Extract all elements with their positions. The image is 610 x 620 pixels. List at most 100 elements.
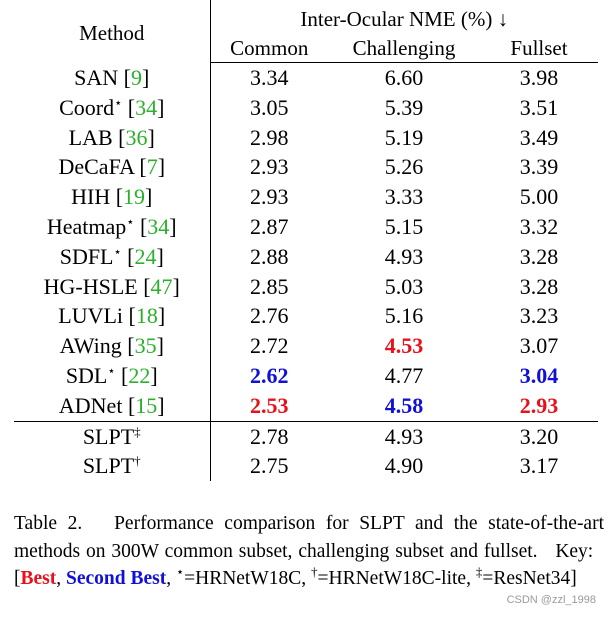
value-cell: 2.85 [210,272,328,302]
caption-second-best-label: Second Best [66,568,167,589]
citation-link[interactable]: 9 [131,64,142,90]
backbone-mark: ‡ [134,423,141,439]
citation-link[interactable]: 34 [147,213,170,239]
value-cell: 4.58 [328,391,480,421]
method-cell: AWing [35] [14,331,211,361]
nme-value: 2.72 [250,333,289,359]
nme-value: 3.07 [519,333,559,359]
nme-value: 3.17 [519,453,559,479]
nme-value: 2.98 [250,124,289,150]
method-cell: Heatmap⋆ [34] [14,211,211,242]
backbone-mark: ⋆ [107,362,116,378]
value-cell: 4.77 [328,361,480,391]
caption-ddagger-mark: ‡ [475,564,483,579]
citation-link[interactable]: 34 [135,94,158,120]
method-name: Coord [59,94,115,120]
nme-value: 3.28 [519,273,559,299]
method-cell: SDL⋆ [22] [14,360,211,391]
citation-link[interactable]: 7 [146,154,158,180]
nme-value: 3.32 [519,213,559,239]
nme-value: 3.51 [519,94,559,120]
value-cell: 5.16 [328,301,480,331]
value-cell: 5.39 [328,93,480,123]
citation-link[interactable]: 18 [135,303,158,329]
csdn-watermark: CSDN @zzl_1998 [506,594,596,606]
backbone-mark: † [134,453,141,469]
value-cell: 4.93 [328,242,480,272]
value-cell: 3.07 [480,331,598,361]
method-cell: Coord⋆ [34] [14,92,211,123]
value-cell: 3.17 [480,451,598,481]
table-row: LAB [36] 2.98 5.19 3.49 [14,122,598,153]
nme-value: 3.23 [519,303,559,329]
citation-link[interactable]: 36 [125,124,148,150]
caption-star-text: =HRNetW18C, [184,568,307,589]
value-cell: 3.28 [480,272,598,302]
nme-value: 5.26 [384,154,424,180]
results-table: Method Inter-Ocular NME (%) ↓ Common Cha… [14,0,598,482]
table-row: HIH [19] 2.93 3.33 5.00 [14,182,598,212]
nme-value: 2.85 [250,273,289,299]
method-cell: HG-HSLE [47] [14,271,211,302]
caption-dagger-text: =HRNetW18C-lite, [317,568,471,589]
nme-value: 5.03 [384,273,424,299]
method-cell: SLPT† [14,451,211,482]
value-cell: 3.34 [210,63,328,93]
value-cell: 3.23 [480,301,598,331]
nme-group-header: Inter-Ocular NME (%) ↓ [300,7,509,31]
nme-value: 5.19 [384,124,424,150]
nme-value: 4.90 [384,453,424,479]
method-name: AWing [59,333,122,359]
citation-link[interactable]: 24 [134,243,157,269]
method-name: HG-HSLE [43,273,138,299]
citation-link[interactable]: 15 [135,392,158,418]
value-cell: 2.93 [210,182,328,212]
value-cell: 3.32 [480,212,598,242]
caption-open-bracket: [ [14,568,21,589]
nme-value: 5.39 [384,94,424,120]
caption-comma-2: , [166,568,172,589]
backbone-mark: ⋆ [113,243,122,259]
method-cell: SAN [9] [14,62,211,93]
table-row: Heatmap⋆ [34] 2.87 5.15 3.32 [14,211,598,242]
nme-value: 2.88 [250,243,289,269]
value-cell: 3.49 [480,123,598,153]
value-cell: 4.90 [328,451,480,481]
nme-value: 3.33 [384,184,424,210]
method-name: SLPT [82,453,135,479]
method-name: LUVLi [58,303,124,329]
best-value: 2.93 [519,392,559,418]
citation-link[interactable]: 47 [150,273,173,299]
method-name: HIH [71,184,111,210]
value-cell: 5.03 [328,272,480,302]
results-table-container: Method Inter-Ocular NME (%) ↓ Common Cha… [14,0,598,482]
value-cell: 2.98 [210,123,328,153]
citation-link[interactable]: 35 [134,333,157,359]
table-row: DeCaFA [7] 2.93 5.26 3.39 [14,152,598,183]
value-cell: 6.60 [328,63,480,93]
value-cell: 3.28 [480,242,598,272]
value-cell: 5.00 [480,182,598,212]
citation-link[interactable]: 22 [128,362,151,388]
value-cell: 2.72 [210,331,328,361]
column-header-fullset: Fullset [480,34,598,63]
nme-value: 3.20 [519,423,559,449]
table-caption: Table 2. Performance comparison for SLPT… [14,510,604,593]
nme-value: 3.28 [519,243,559,269]
nme-value: 2.87 [250,213,289,239]
nme-value: 5.16 [384,303,424,329]
value-cell: 2.93 [480,391,598,421]
best-value: 2.53 [250,392,289,418]
caption-text: Performance comparison for SLPT and the … [14,513,605,562]
nme-value: 3.49 [519,124,559,150]
value-cell: 2.88 [210,242,328,272]
method-cell: DeCaFA [7] [14,152,211,183]
nme-value: 2.78 [250,423,289,449]
nme-value: 5.00 [519,184,559,210]
citation-link[interactable]: 19 [123,184,146,210]
column-header-common: Common [210,34,328,63]
best-value: 4.53 [384,333,424,359]
nme-value: 3.34 [250,65,289,90]
method-name: Heatmap [46,213,127,239]
method-name: LAB [68,124,113,150]
